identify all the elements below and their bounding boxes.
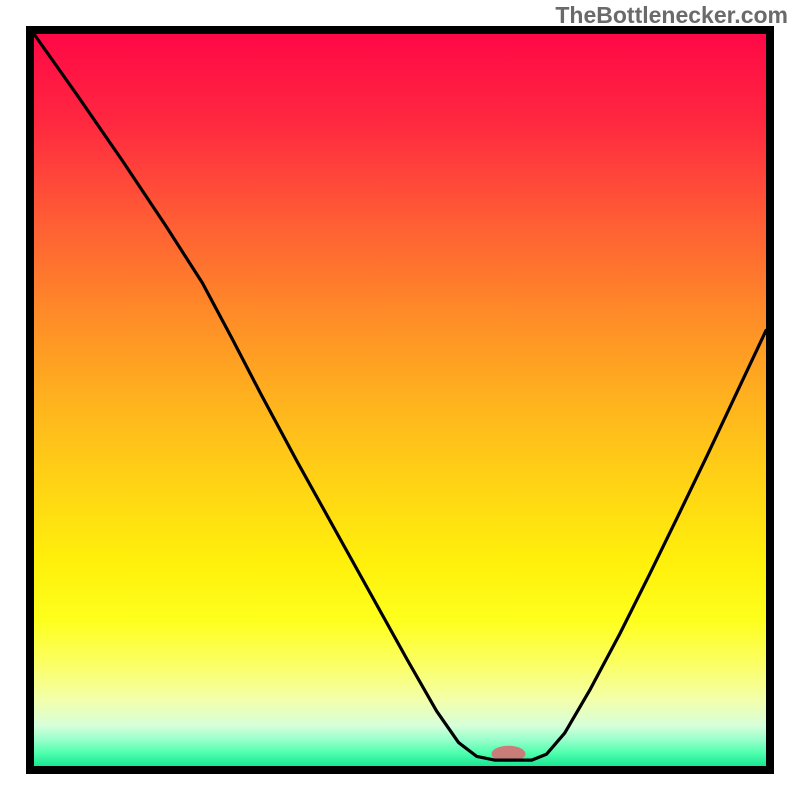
chart-container: TheBottlenecker.com (0, 0, 800, 800)
plot-area (26, 26, 774, 774)
chart-svg (26, 26, 774, 774)
attribution-text: TheBottlenecker.com (555, 2, 788, 29)
gradient-background (34, 34, 766, 766)
